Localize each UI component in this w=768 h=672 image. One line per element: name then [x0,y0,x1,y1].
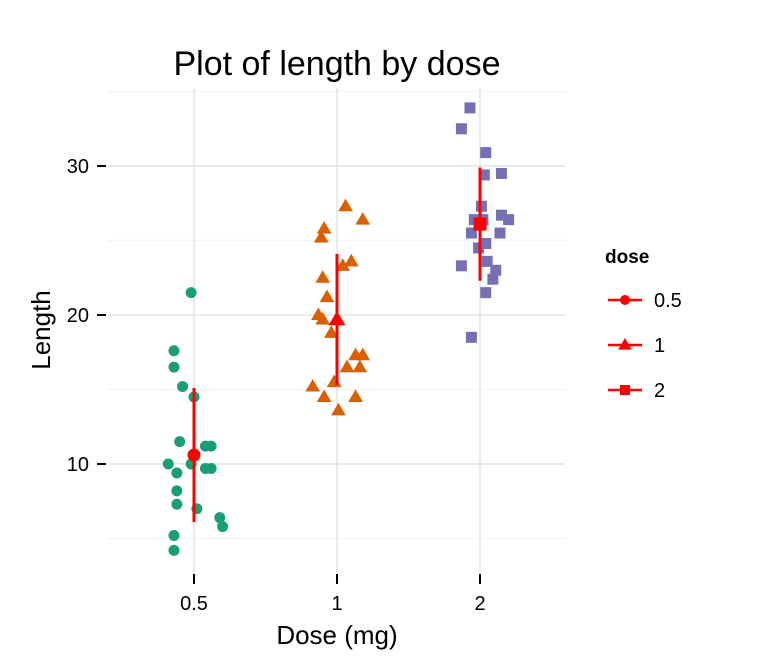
data-point [217,521,229,533]
y-tick-label: 20 [67,305,89,327]
data-point [480,287,492,299]
data-point [480,147,492,159]
data-point [171,485,183,497]
data-point [214,512,226,524]
y-tick-label: 10 [67,454,89,476]
summary-stats [187,167,487,523]
data-point [168,345,180,357]
data-point [174,436,186,448]
data-point [355,212,371,225]
x-tick-label: 2 [474,593,485,615]
data-point [162,458,174,470]
data-point [316,221,332,234]
data-point [185,287,197,299]
data-point [323,325,339,338]
data-point [315,270,331,283]
y-axis: 10 20 30 [67,156,106,476]
legend-label: 0.5 [654,290,682,312]
data-point [495,167,507,179]
data-point [319,289,335,303]
data-point [305,378,321,392]
data-point [316,389,332,402]
data-point [313,229,329,243]
x-tick-label: 1 [331,593,342,615]
data-point [494,227,506,239]
data-point [352,359,368,373]
mean-marker [187,448,201,462]
data-point [465,227,477,239]
data-point [355,347,371,361]
y-tick-label: 30 [67,156,89,178]
data-point [495,209,507,221]
data-point [339,359,355,373]
legend-label: 1 [654,335,665,357]
data-point [168,530,180,542]
data-point [478,169,490,181]
data-point [171,498,183,510]
data-point [331,402,346,416]
data-point [171,467,183,479]
legend-key-circle-icon [620,295,630,305]
data-point [487,273,499,285]
data-point [343,253,359,267]
x-tick-label: 0.5 [180,593,208,615]
x-axis: 0.5 1 2 [180,574,486,615]
mean-marker [328,310,346,326]
mean-marker [473,217,487,231]
data-point [465,331,477,343]
data-point [177,381,189,393]
x-axis-label: Dose (mg) [276,620,397,650]
legend-title: dose [605,247,649,268]
data-point [503,214,515,226]
data-point [455,260,467,272]
data-point [348,389,363,402]
chart-title: Plot of length by dose [173,45,500,83]
data-point [455,123,467,135]
data-point [315,311,331,325]
data-point [168,544,180,556]
data-point [335,258,351,271]
data-point [205,462,217,474]
data-point [326,374,342,388]
y-axis-label: Length [26,290,56,370]
legend-key-square-icon [620,385,630,395]
data-point [205,440,217,452]
data-point [481,255,493,267]
data-point [338,198,353,212]
data-point [464,102,476,114]
legend-key-triangle-icon [618,337,632,350]
data-point [480,237,492,249]
legend-label: 2 [654,380,665,402]
data-point [490,264,502,276]
legend: dose 0.5 1 2 [605,247,682,402]
data-point [168,361,180,373]
